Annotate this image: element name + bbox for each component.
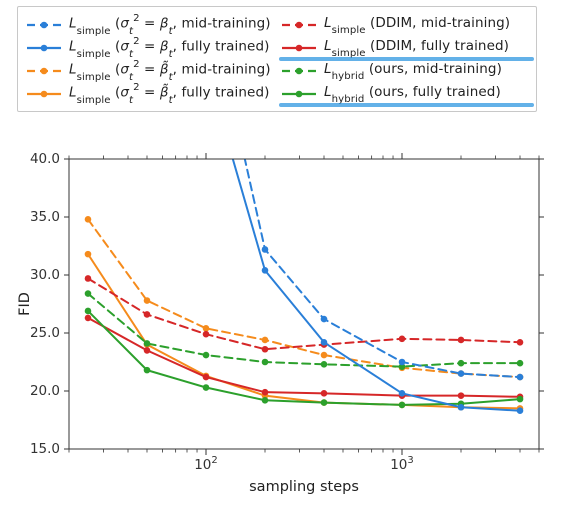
series-marker-hybrid_mid	[458, 360, 465, 367]
legend-swatch-hybrid_mid	[281, 63, 317, 79]
legend-item-beta_full: Lsimple (σt2 = βt, fully trained)	[26, 36, 273, 59]
legend-item-beta_mid: Lsimple (σt2 = βt, mid-training)	[26, 13, 273, 36]
ytick-label: 20.0	[30, 383, 60, 399]
legend-label-beta_full: Lsimple (σt2 = βt, fully trained)	[69, 37, 270, 57]
series-marker-beta_full	[321, 339, 328, 346]
series-marker-betatilde_mid	[85, 216, 92, 223]
series-marker-hybrid_mid	[85, 290, 92, 297]
legend-swatch-hybrid_full	[281, 86, 317, 102]
series-marker-hybrid_full	[399, 402, 406, 409]
legend-item-hybrid_full: Lhybrid (ours, fully trained)	[281, 82, 528, 105]
fid-vs-steps-chart: 15.0 20.0 25.0 30.0 35.0 40.0 102 103 FID samplin…	[11, 147, 551, 501]
series-marker-ddim_mid	[399, 336, 406, 343]
series-marker-ddim_mid	[458, 337, 465, 344]
legend-item-betatilde_full: Lsimple (σt2 = β̃t, fully trained)	[26, 82, 273, 105]
ytick-label: 35.0	[30, 209, 60, 225]
legend-swatch-betatilde_mid	[26, 63, 62, 79]
series-marker-ddim_mid	[262, 346, 269, 353]
series-marker-hybrid_mid	[321, 361, 328, 368]
x-axis-label: sampling steps	[249, 479, 359, 495]
legend-label-beta_mid: Lsimple (σt2 = βt, mid-training)	[69, 14, 271, 34]
series-marker-betatilde_mid	[144, 297, 151, 304]
legend-label-ddim_full: Lsimple (DDIM, fully trained)	[324, 38, 509, 57]
series-marker-beta_mid	[458, 370, 465, 377]
legend-label-betatilde_full: Lsimple (σt2 = β̃t, fully trained)	[69, 83, 270, 103]
series-marker-ddim_mid	[144, 311, 151, 318]
series-marker-ddim_full	[262, 389, 269, 396]
series-marker-ddim_full	[203, 374, 210, 381]
legend-item-ddim_full: Lsimple (DDIM, fully trained)	[281, 36, 528, 59]
y-axis-label: FID	[17, 292, 33, 316]
legend-label-hybrid_full: Lhybrid (ours, fully trained)	[324, 84, 501, 103]
legend-swatch-ddim_mid	[281, 17, 317, 33]
series-marker-hybrid_mid	[144, 340, 151, 347]
legend-item-hybrid_mid: Lhybrid (ours, mid-training)	[281, 59, 528, 82]
legend-label-betatilde_mid: Lsimple (σt2 = β̃t, mid-training)	[69, 60, 271, 80]
series-marker-hybrid_full	[85, 308, 92, 315]
ytick-label: 40.0	[30, 151, 60, 167]
series-marker-ddim_full	[144, 347, 151, 354]
legend-swatch-beta_mid	[26, 17, 62, 33]
legend-item-betatilde_mid: Lsimple (σt2 = β̃t, mid-training)	[26, 59, 273, 82]
ytick-label: 15.0	[30, 441, 60, 457]
series-marker-ddim_mid	[85, 275, 92, 282]
series-marker-betatilde_full	[85, 251, 92, 258]
series-marker-hybrid_full	[517, 396, 524, 403]
series-marker-beta_mid	[262, 246, 269, 253]
series-marker-beta_mid	[321, 316, 328, 323]
series-marker-hybrid_full	[144, 367, 151, 374]
legend-item-ddim_mid: Lsimple (DDIM, mid-training)	[281, 13, 528, 36]
series-marker-ddim_full	[321, 390, 328, 397]
ytick-label: 25.0	[30, 325, 60, 341]
legend-label-hybrid_mid: Lhybrid (ours, mid-training)	[324, 61, 502, 80]
series-marker-beta_full	[458, 404, 465, 411]
series-marker-betatilde_mid	[262, 337, 269, 344]
series-marker-beta_full	[262, 267, 269, 274]
series-marker-hybrid_mid	[262, 359, 269, 366]
series-marker-hybrid_mid	[203, 352, 210, 359]
series-marker-ddim_mid	[203, 331, 210, 338]
series-marker-betatilde_mid	[321, 352, 328, 359]
series-marker-ddim_full	[458, 392, 465, 399]
ytick-label: 30.0	[30, 267, 60, 283]
legend-swatch-ddim_full	[281, 40, 317, 56]
series-marker-hybrid_mid	[517, 360, 524, 367]
series-marker-hybrid_full	[262, 397, 269, 404]
legend-swatch-betatilde_full	[26, 86, 62, 102]
legend: Lsimple (σt2 = βt, mid-training) Lsimple …	[17, 6, 537, 112]
series-marker-hybrid_full	[203, 384, 210, 391]
xtick-label: 102	[194, 455, 218, 473]
xtick-label: 103	[390, 455, 414, 473]
series-marker-beta_mid	[517, 374, 524, 381]
series-marker-betatilde_mid	[203, 325, 210, 332]
series-marker-hybrid_full	[321, 399, 328, 406]
legend-label-ddim_mid: Lsimple (DDIM, mid-training)	[324, 15, 510, 34]
series-marker-ddim_mid	[517, 339, 524, 346]
series-marker-ddim_full	[85, 315, 92, 322]
legend-swatch-beta_full	[26, 40, 62, 56]
series-marker-beta_full	[517, 407, 524, 414]
series-marker-beta_full	[399, 390, 406, 397]
series-marker-beta_mid	[399, 359, 406, 366]
